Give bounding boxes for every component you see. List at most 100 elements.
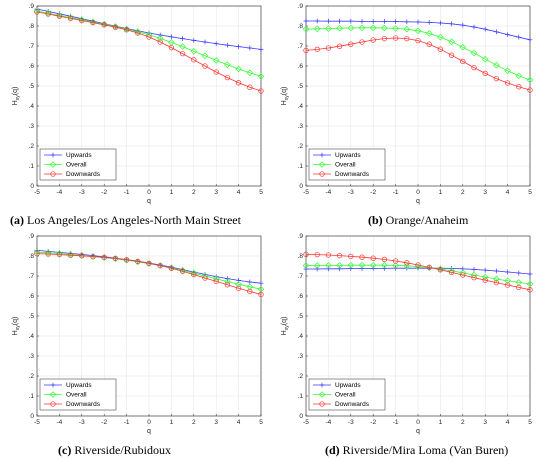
data-point — [168, 44, 175, 51]
data-point — [314, 266, 320, 272]
data-point — [201, 272, 209, 280]
data-point — [337, 18, 342, 24]
x-tick-label: -5 — [34, 419, 40, 426]
data-point — [403, 262, 411, 270]
data-point — [190, 269, 198, 277]
legend-label: Upwards — [66, 152, 92, 159]
data-point — [370, 255, 376, 261]
legend: Upwards Overall Downwards — [39, 378, 117, 411]
data-point — [516, 284, 522, 291]
data-point — [313, 262, 321, 269]
data-point — [426, 41, 432, 47]
legend-label: Upwards — [66, 382, 92, 389]
x-tick-label: 5 — [528, 189, 532, 196]
x-tick-label: -2 — [101, 419, 107, 426]
data-point — [146, 260, 152, 267]
data-point — [34, 250, 40, 257]
data-point — [246, 283, 254, 291]
data-point — [180, 36, 185, 41]
x-tick-label: 5 — [259, 419, 263, 426]
data-point — [504, 277, 511, 285]
data-point — [437, 46, 444, 52]
data-point — [325, 45, 332, 51]
data-point — [325, 25, 332, 32]
x-axis-label: q — [147, 198, 151, 205]
y-tick-label: .5 — [29, 83, 35, 90]
y-tick-label: .1 — [29, 393, 35, 400]
data-point — [526, 76, 534, 84]
data-point — [359, 19, 365, 24]
data-point — [246, 69, 254, 77]
data-point — [225, 42, 230, 48]
data-point — [404, 35, 410, 42]
legend-label: Overall — [335, 392, 356, 399]
legend-label: Overall — [335, 162, 356, 169]
plot-frame — [305, 235, 531, 417]
data-point — [49, 391, 57, 398]
x-tick-label: 0 — [416, 189, 420, 196]
data-point — [516, 84, 522, 90]
data-point — [156, 35, 164, 42]
y-tick-label: .8 — [298, 23, 304, 30]
data-point — [168, 265, 175, 271]
data-point — [348, 266, 354, 271]
data-point — [438, 20, 443, 26]
x-tick-label: 3 — [483, 189, 487, 196]
series-line — [36, 253, 262, 295]
data-point — [393, 19, 398, 24]
data-point — [145, 31, 153, 39]
data-point — [392, 35, 399, 41]
series-upwards — [303, 18, 533, 43]
data-point — [236, 44, 241, 49]
data-point — [258, 280, 264, 286]
data-point — [235, 65, 242, 73]
data-point — [34, 6, 40, 12]
data-point — [504, 80, 511, 86]
x-tick-label: 2 — [461, 189, 465, 196]
data-point — [213, 278, 219, 285]
data-point — [325, 262, 332, 269]
x-tick-label: 4 — [237, 419, 241, 426]
y-tick-label: .8 — [29, 23, 35, 30]
series-overall — [302, 24, 534, 84]
data-point — [179, 268, 186, 274]
caption-d: (d) Riverside/Mira Loma (Van Buren) — [325, 443, 509, 457]
y-tick-label: .4 — [298, 103, 304, 110]
data-point — [101, 254, 107, 261]
x-tick-label: -5 — [34, 189, 40, 196]
data-point — [247, 84, 253, 90]
data-point — [348, 18, 354, 24]
data-point — [482, 267, 488, 273]
series-upwards — [34, 6, 264, 52]
x-tick-label: -1 — [393, 189, 399, 196]
x-tick-label: -4 — [57, 189, 63, 196]
data-point — [236, 278, 241, 283]
data-point — [247, 288, 253, 295]
data-point — [326, 266, 331, 272]
y-tick-label: 0 — [299, 183, 303, 190]
y-tick-label: .7 — [298, 43, 304, 50]
x-tick-label: 0 — [147, 419, 151, 426]
data-point — [527, 271, 533, 277]
data-point — [258, 88, 264, 94]
data-point — [34, 9, 40, 15]
data-point — [202, 275, 208, 281]
x-tick-label: -2 — [370, 419, 376, 426]
data-point — [235, 285, 242, 291]
data-point — [359, 266, 365, 271]
y-tick-label: .2 — [298, 143, 304, 150]
data-point — [201, 52, 209, 60]
data-point — [493, 275, 500, 283]
data-point — [191, 38, 197, 43]
x-tick-label: 1 — [170, 419, 174, 426]
data-point — [348, 41, 354, 47]
data-point — [415, 19, 421, 25]
data-point — [56, 250, 63, 257]
legend-label: Upwards — [335, 152, 361, 159]
data-point — [493, 61, 500, 69]
x-tick-label: 5 — [528, 419, 532, 426]
series-downwards — [34, 9, 264, 94]
data-point — [381, 256, 388, 263]
data-point — [213, 274, 219, 279]
data-point — [471, 64, 477, 71]
